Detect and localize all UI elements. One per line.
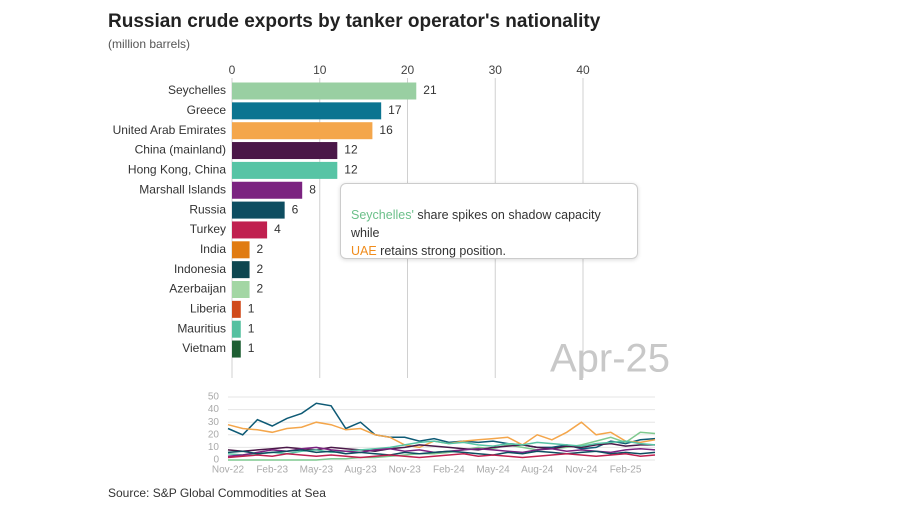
annotation-text: retains strong position. bbox=[376, 244, 506, 258]
y-tick-label: 10 bbox=[208, 442, 220, 453]
series-line bbox=[227, 440, 656, 456]
x-tick-label: Nov-23 bbox=[389, 465, 422, 476]
x-tick-label: May-24 bbox=[476, 465, 510, 476]
y-tick-label: 30 bbox=[208, 417, 220, 428]
bar bbox=[232, 281, 250, 298]
data-label: 1 bbox=[248, 321, 255, 335]
data-label: 2 bbox=[257, 262, 264, 276]
y-tick-label: Azerbaijan bbox=[169, 282, 226, 296]
y-tick-label: Hong Kong, China bbox=[128, 163, 226, 177]
y-tick-label: Russia bbox=[189, 202, 226, 216]
data-label: 4 bbox=[274, 222, 281, 236]
annotation-text: share spikes on shadow capacity while bbox=[351, 208, 601, 240]
x-tick-label: May-23 bbox=[300, 465, 334, 476]
y-tick-label: Vietnam bbox=[182, 341, 226, 355]
y-tick-label: Seychelles bbox=[168, 83, 226, 97]
y-tick-label: 40 bbox=[208, 404, 220, 415]
bar bbox=[232, 142, 338, 160]
annotation-text: Seychelles' bbox=[351, 208, 414, 222]
y-tick-label: 0 bbox=[213, 455, 219, 466]
y-tick-label: Marshall Islands bbox=[139, 182, 226, 196]
bar bbox=[232, 161, 338, 179]
data-label: 12 bbox=[344, 163, 358, 177]
x-tick-label: 30 bbox=[489, 63, 503, 77]
y-tick-label: China (mainland) bbox=[135, 143, 226, 157]
data-label: 21 bbox=[423, 83, 437, 97]
annotation: Seychelles' share spikes on shadow capac… bbox=[340, 183, 638, 259]
x-tick-label: Aug-23 bbox=[344, 465, 377, 476]
annotation-line: UAE retains strong position. bbox=[351, 242, 627, 260]
chart-title: Russian crude exports by tanker operator… bbox=[108, 11, 601, 32]
y-tick-label: 20 bbox=[208, 429, 220, 440]
data-label: 1 bbox=[248, 341, 255, 355]
series-line bbox=[227, 452, 656, 459]
bar bbox=[232, 241, 250, 259]
bar bbox=[232, 82, 417, 100]
x-tick-label: Feb-23 bbox=[256, 465, 288, 476]
x-tick-label: 40 bbox=[576, 63, 590, 77]
x-tick-label: 10 bbox=[313, 63, 327, 77]
bar bbox=[232, 320, 241, 338]
series-line bbox=[228, 431, 656, 461]
annotation-text: UAE bbox=[351, 244, 377, 258]
data-label: 17 bbox=[388, 103, 402, 117]
y-tick-label: India bbox=[200, 242, 226, 256]
y-tick-label: Liberia bbox=[190, 302, 226, 316]
chart-subtitle: (million barrels) bbox=[108, 37, 190, 51]
y-tick-label: 50 bbox=[208, 392, 220, 403]
bar bbox=[232, 221, 268, 239]
x-tick-label: 20 bbox=[401, 63, 415, 77]
date-label: Apr-25 bbox=[550, 337, 670, 381]
bar bbox=[232, 340, 241, 358]
x-tick-label: Feb-24 bbox=[433, 465, 465, 476]
data-label: 16 bbox=[379, 123, 393, 137]
y-tick-label: Mauritius bbox=[177, 321, 226, 335]
data-label: 2 bbox=[257, 282, 264, 296]
x-tick-label: Feb-25 bbox=[610, 465, 642, 476]
bar bbox=[232, 122, 373, 140]
series-line bbox=[227, 449, 656, 456]
data-label: 2 bbox=[257, 242, 264, 256]
bar bbox=[232, 102, 382, 120]
y-tick-label: United Arab Emirates bbox=[113, 123, 226, 137]
bar bbox=[232, 261, 250, 279]
bar bbox=[232, 201, 285, 219]
annotation-line: Seychelles' share spikes on shadow capac… bbox=[351, 206, 627, 242]
y-tick-label: Greece bbox=[187, 103, 227, 117]
y-tick-label: Turkey bbox=[190, 222, 226, 236]
x-tick-label: Aug-24 bbox=[521, 465, 554, 476]
x-tick-label: 0 bbox=[229, 63, 236, 77]
bar bbox=[232, 300, 241, 318]
series-line bbox=[227, 402, 656, 450]
data-label: 1 bbox=[248, 302, 255, 316]
data-label: 6 bbox=[292, 202, 299, 216]
y-tick-label: Indonesia bbox=[174, 262, 226, 276]
bar bbox=[232, 181, 303, 199]
x-tick-label: Nov-22 bbox=[212, 465, 245, 476]
source: Source: S&P Global Commodities at Sea bbox=[108, 486, 326, 500]
x-tick-label: Nov-24 bbox=[565, 465, 598, 476]
data-label: 12 bbox=[344, 143, 358, 157]
data-label: 8 bbox=[309, 182, 316, 196]
